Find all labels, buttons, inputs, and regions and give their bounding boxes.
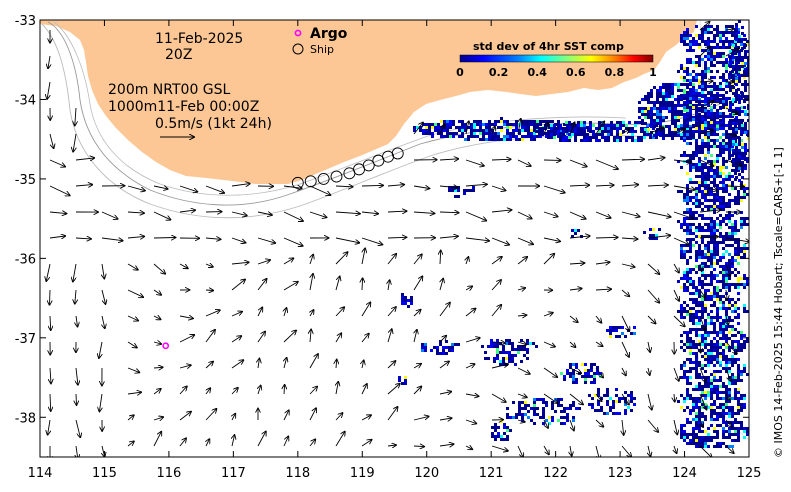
x-tick-label: 121 bbox=[479, 466, 504, 481]
plot-frame bbox=[39, 19, 750, 458]
x-tick-label: 120 bbox=[414, 466, 439, 481]
y-tick-label: -36 bbox=[15, 252, 36, 267]
y-tick-label: -34 bbox=[15, 93, 36, 108]
x-tick-label: 114 bbox=[28, 466, 53, 481]
x-tick-label: 118 bbox=[285, 466, 310, 481]
colorbar-tick-label: 0.2 bbox=[489, 66, 509, 79]
x-tick-label: 119 bbox=[350, 466, 375, 481]
x-tick-label: 125 bbox=[737, 466, 762, 481]
y-axis: -33 -34 -35 -36 -37 -38 bbox=[15, 14, 749, 426]
colorbar-ticks: 0 0.2 0.4 0.6 0.8 1 bbox=[456, 66, 657, 79]
date-line-2: 20Z bbox=[165, 47, 192, 63]
x-tick-label: 123 bbox=[608, 466, 633, 481]
product-line-1: 200m NRT00 GSL bbox=[108, 82, 231, 98]
x-tick-label: 115 bbox=[92, 466, 117, 481]
argo-legend-icon bbox=[294, 29, 302, 37]
x-tick-label: 122 bbox=[543, 466, 568, 481]
colorbar-tick-label: 0 bbox=[456, 66, 464, 79]
ship-position bbox=[291, 176, 304, 189]
y-tick-label: -33 bbox=[15, 14, 36, 29]
ship-track bbox=[291, 147, 404, 189]
colorbar bbox=[459, 54, 654, 63]
y-tick-label: -37 bbox=[15, 332, 36, 347]
colorbar-tick-label: 1 bbox=[649, 66, 657, 79]
y-tick-label: -38 bbox=[15, 411, 36, 426]
date-line-1: 11-Feb-2025 bbox=[155, 31, 243, 47]
ship-position bbox=[317, 172, 330, 185]
ship-position bbox=[391, 147, 404, 160]
x-tick-label: 117 bbox=[221, 466, 246, 481]
x-tick-label: 124 bbox=[672, 466, 697, 481]
argo-legend-label: Argo bbox=[310, 26, 348, 42]
argo-float-marker bbox=[162, 342, 170, 350]
ship-legend-icon bbox=[292, 43, 304, 55]
x-axis: 114 115 116 117 118 119 120 121 122 123 124 125 bbox=[28, 20, 762, 481]
scale-arrow-label: 0.5m/s (1kt 24h) bbox=[155, 116, 272, 132]
sst-std-dev-patches bbox=[398, 20, 749, 448]
credit-text: © IMOS 14-Feb-2025 15:44 Hobart; Tscale=… bbox=[772, 147, 785, 458]
product-line-2: 1000m11-Feb 00:00Z bbox=[108, 99, 259, 115]
colorbar-tick-label: 0.6 bbox=[566, 66, 586, 79]
colorbar-title: std dev of 4hr SST comp bbox=[473, 40, 624, 53]
y-tick-label: -35 bbox=[15, 173, 36, 188]
colorbar-tick-label: 0.4 bbox=[527, 66, 547, 79]
colorbar-tick-label: 0.8 bbox=[605, 66, 625, 79]
ship-position bbox=[330, 170, 343, 183]
x-tick-label: 116 bbox=[156, 466, 181, 481]
ship-legend-label: Ship bbox=[310, 43, 334, 56]
ship-position bbox=[362, 159, 375, 172]
current-vectors bbox=[46, 22, 749, 457]
ship-position bbox=[304, 175, 317, 188]
